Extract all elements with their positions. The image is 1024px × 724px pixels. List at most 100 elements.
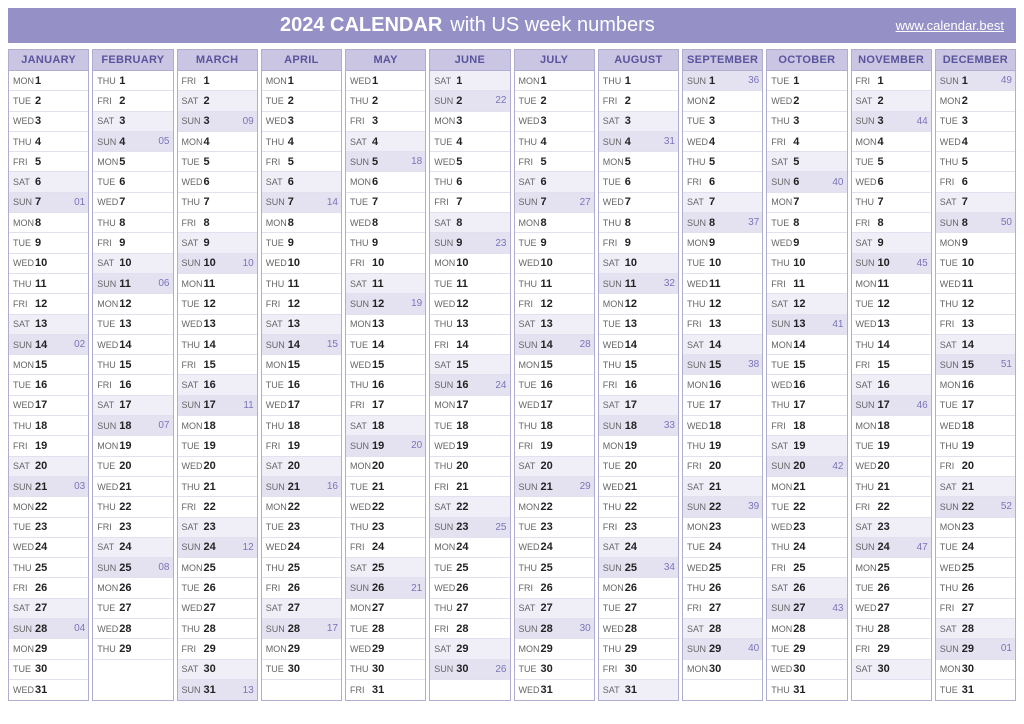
day-of-week-label: FRI — [856, 218, 878, 228]
day-of-week-label: MON — [687, 522, 709, 532]
day-of-week-label: THU — [603, 360, 625, 370]
day-number: 16 — [962, 379, 974, 391]
week-number: 14 — [327, 197, 338, 208]
day-of-week-label: FRI — [97, 380, 119, 390]
day-row: THU25 — [9, 558, 88, 578]
day-number: 5 — [204, 156, 210, 168]
day-of-week-label: WED — [97, 197, 119, 207]
day-of-week-label: THU — [97, 360, 119, 370]
day-number: 28 — [962, 623, 974, 635]
week-number: 19 — [411, 298, 422, 309]
day-row: MON23 — [683, 518, 762, 538]
day-of-week-label: THU — [97, 502, 119, 512]
day-number: 10 — [541, 257, 553, 269]
day-row: THU22 — [93, 497, 172, 517]
day-of-week-label: THU — [687, 299, 709, 309]
day-number: 25 — [541, 562, 553, 574]
day-number: 24 — [456, 541, 468, 553]
day-of-week-label: SUN — [182, 116, 204, 126]
day-row: SAT16 — [178, 375, 257, 395]
day-of-week-label: TUE — [940, 116, 962, 126]
day-of-week-label: THU — [940, 441, 962, 451]
day-number: 3 — [372, 115, 378, 127]
day-row: SAT28 — [936, 619, 1015, 639]
day-row: MON8 — [9, 213, 88, 233]
day-of-week-label: WED — [603, 482, 625, 492]
day-number: 13 — [709, 318, 721, 330]
day-row: TUE7 — [346, 193, 425, 213]
day-of-week-label: SAT — [13, 461, 35, 471]
day-of-week-label: TUE — [519, 522, 541, 532]
day-row: THU15 — [93, 355, 172, 375]
day-of-week-label: THU — [771, 685, 793, 695]
day-of-week-label: WED — [266, 258, 288, 268]
day-row: THU26 — [936, 578, 1015, 598]
day-of-week-label: THU — [519, 279, 541, 289]
day-row: TUE4 — [430, 132, 509, 152]
day-row: THU11 — [9, 274, 88, 294]
day-of-week-label: SUN — [603, 137, 625, 147]
day-row: SUN2830 — [515, 619, 594, 639]
day-number: 7 — [119, 196, 125, 208]
day-of-week-label: MON — [771, 624, 793, 634]
day-row: FRI19 — [515, 436, 594, 456]
day-row: FRI21 — [430, 477, 509, 497]
day-row: SAT25 — [346, 558, 425, 578]
day-of-week-label: FRI — [350, 258, 372, 268]
day-of-week-label: SUN — [519, 197, 541, 207]
day-row: WED25 — [683, 558, 762, 578]
day-row: TUE17 — [936, 396, 1015, 416]
day-number: 3 — [204, 115, 210, 127]
day-number: 20 — [35, 460, 47, 472]
day-of-week-label: TUE — [940, 258, 962, 268]
day-number: 6 — [625, 176, 631, 188]
day-number: 2 — [878, 95, 884, 107]
day-of-week-label: TUE — [434, 137, 456, 147]
day-row: FRI18 — [767, 416, 846, 436]
week-number: 05 — [158, 136, 169, 147]
day-of-week-label: WED — [519, 400, 541, 410]
day-row: MON15 — [262, 355, 341, 375]
day-row: MON13 — [346, 315, 425, 335]
day-number: 8 — [456, 217, 462, 229]
day-row: THU16 — [346, 375, 425, 395]
week-number: 38 — [748, 359, 759, 370]
day-of-week-label: MON — [856, 563, 878, 573]
day-number: 10 — [35, 257, 47, 269]
day-of-week-label: TUE — [687, 116, 709, 126]
day-number: 6 — [793, 176, 799, 188]
day-number: 13 — [35, 318, 47, 330]
day-of-week-label: WED — [856, 461, 878, 471]
day-row: SUN1415 — [262, 335, 341, 355]
day-row: THU4 — [9, 132, 88, 152]
day-row: SUN1219 — [346, 294, 425, 314]
month-column: FEBRUARYTHU1FRI2SAT3SUN405MON5TUE6WED7TH… — [92, 49, 173, 701]
day-row: SUN3113 — [178, 680, 257, 700]
day-of-week-label: FRI — [97, 96, 119, 106]
month-column: AUGUSTTHU1FRI2SAT3SUN431MON5TUE6WED7THU8… — [598, 49, 679, 701]
day-of-week-label: THU — [350, 664, 372, 674]
day-number: 11 — [962, 278, 974, 290]
day-row: MON3 — [430, 112, 509, 132]
day-row: SUN1920 — [346, 436, 425, 456]
day-number: 11 — [119, 278, 131, 290]
day-number: 23 — [372, 521, 384, 533]
day-row: THU23 — [346, 518, 425, 538]
day-row: SUN2508 — [93, 558, 172, 578]
day-of-week-label: WED — [13, 400, 35, 410]
day-row: WED7 — [93, 193, 172, 213]
week-number: 12 — [243, 542, 254, 553]
site-link[interactable]: www.calendar.best — [896, 18, 1004, 33]
day-number: 22 — [35, 501, 47, 513]
week-number: 44 — [917, 116, 928, 127]
day-row: SUN1402 — [9, 335, 88, 355]
day-number: 14 — [204, 339, 216, 351]
day-of-week-label: TUE — [856, 157, 878, 167]
day-of-week-label: FRI — [434, 197, 456, 207]
day-number: 8 — [372, 217, 378, 229]
day-of-week-label: SAT — [182, 96, 204, 106]
day-number: 8 — [119, 217, 125, 229]
day-of-week-label: MON — [603, 583, 625, 593]
day-row: SUN1428 — [515, 335, 594, 355]
day-of-week-label: SAT — [97, 400, 119, 410]
